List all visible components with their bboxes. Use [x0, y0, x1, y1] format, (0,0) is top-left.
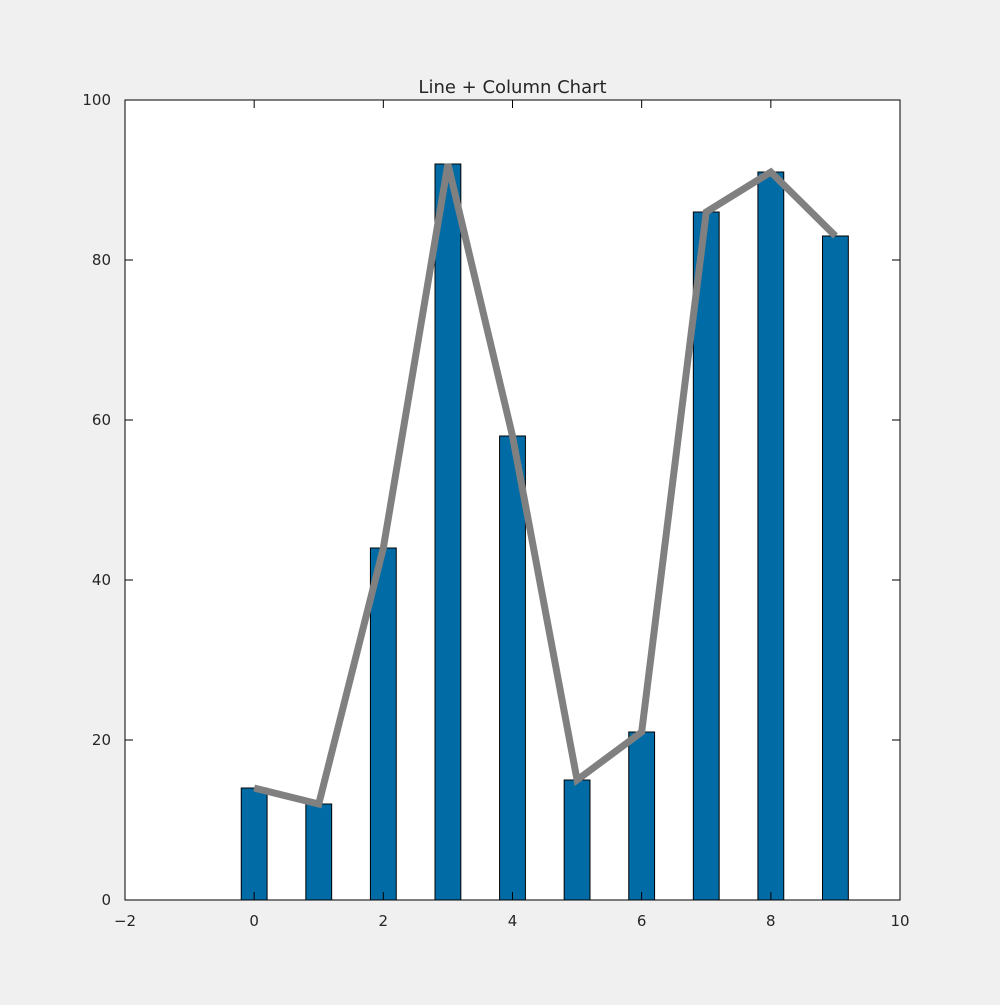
- x-tick-label-2: 2: [379, 912, 389, 930]
- bar-1: [305, 803, 333, 901]
- x-tick-label-1: 0: [249, 912, 259, 930]
- line-series: [253, 163, 838, 809]
- y-tick-label-4: 80: [92, 251, 111, 269]
- x-tick-label-6: 10: [890, 912, 909, 930]
- bar-5: [563, 779, 591, 901]
- chart-title: Line + Column Chart: [418, 77, 606, 98]
- x-tick-label-3: 4: [508, 912, 518, 930]
- bar-4: [499, 435, 526, 901]
- bar-0: [240, 787, 268, 901]
- x-tick-label-5: 8: [766, 912, 776, 930]
- bar-2: [369, 547, 397, 901]
- bar-3: [434, 163, 462, 901]
- bar-9: [822, 235, 849, 901]
- bar-8: [757, 171, 785, 901]
- y-tick-label-0: 0: [101, 891, 111, 909]
- line-series-layer: [253, 163, 838, 809]
- bar-7: [692, 211, 720, 901]
- y-axis: 0 20 40 60 80 100: [82, 91, 900, 909]
- y-tick-label-3: 60: [92, 411, 111, 429]
- bar-series: [240, 163, 849, 901]
- x-tick-label-0: −2: [114, 912, 136, 930]
- y-tick-label-2: 40: [92, 571, 111, 589]
- y-tick-label-1: 20: [92, 731, 111, 749]
- x-tick-label-4: 6: [637, 912, 647, 930]
- x-axis: −2 0 2 4 6 8 10: [114, 100, 910, 930]
- bar-6: [628, 731, 656, 901]
- y-tick-label-5: 100: [82, 91, 111, 109]
